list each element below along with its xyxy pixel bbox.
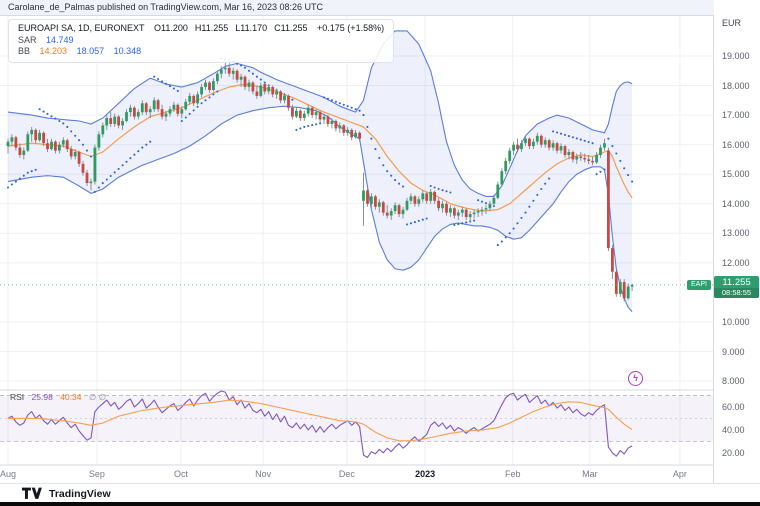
price-axis-tick: 13.000	[722, 228, 750, 239]
price-axis-tick: 17.000	[722, 110, 750, 121]
rsi-value: 25.98	[31, 392, 53, 402]
time-axis-tick: Mar	[582, 469, 598, 479]
sar-value: 14.749	[46, 34, 74, 45]
symbol-row: EUROAPI SA, 1D, EURONEXT O11.200 H11.255 L…	[18, 23, 384, 35]
sar-row: SAR 14.749	[18, 35, 384, 47]
currency-label: EUR	[722, 18, 742, 28]
price-axis-tick: 10.000	[722, 316, 750, 327]
rsi-legend: RSI 25.98 40.34 ∅ ∅	[10, 392, 106, 403]
tradingview-logo-icon	[22, 487, 42, 499]
time-axis-tick: Dec	[338, 469, 355, 479]
bb-label: BB	[18, 46, 31, 56]
rsi-ma-value: 40.34	[60, 392, 82, 402]
time-axis-tick: 2023	[415, 469, 436, 479]
price-axis-tick: 9.000	[722, 346, 745, 357]
rsi-label: RSI	[10, 392, 25, 402]
price-axis-tick: 18.000	[722, 80, 750, 91]
rsi-axis-tick: 40.00	[722, 424, 745, 435]
ohlc-values: O11.200 H11.255 L11.170 C11.255	[154, 23, 314, 33]
price-axis-tick: 12.000	[722, 257, 750, 268]
price-axis-tick: 16.000	[722, 139, 750, 150]
time-axis-tick: Sep	[88, 469, 105, 479]
sar-label: SAR	[18, 34, 37, 45]
ohlc-value: H11.255	[194, 23, 229, 33]
attribution-text: Carolane_de_Palmas published on TradingV…	[8, 2, 324, 12]
tradingview-logo[interactable]: TradingView	[22, 487, 111, 500]
ohlc-value: O11.200	[154, 23, 188, 33]
legend-card: EUROAPI SA, 1D, EURONEXT O11.200 H11.255 L…	[8, 19, 395, 63]
rsi-axis-tick: 60.00	[722, 402, 745, 412]
time-axis-tick: Nov	[255, 469, 272, 479]
last-price-label: 11.255 08:58:55	[714, 276, 759, 298]
bar-countdown: 08:58:55	[714, 288, 759, 298]
price-axis-tick: 8.000	[722, 376, 745, 387]
last-price-value: 11.255	[722, 277, 751, 288]
symbol-title: EUROAPI SA, 1D, EURONEXT	[18, 23, 145, 33]
footer-bar: TradingView	[0, 483, 760, 503]
bb-upper-value: 18.057	[76, 46, 105, 56]
idea-flash-icon[interactable]: ϟ	[628, 371, 643, 386]
bb-lower-value: 10.348	[113, 46, 142, 56]
bb-row: BB 14.203 18.057 10.348	[18, 46, 384, 58]
ohlc-value: C11.255	[274, 23, 308, 33]
time-axis-tick: Aug	[0, 469, 17, 479]
tradingview-logo-text: TradingView	[49, 487, 111, 500]
price-axis[interactable]: EUR 19.000 18.000 17.000 16.000 15.000 14.000…	[714, 0, 760, 483]
ohlc-value: L11.170	[235, 23, 268, 33]
bb-basis-value: 14.203	[39, 46, 68, 56]
time-axis-tick: Apr	[672, 469, 687, 479]
price-axis-tick: 15.000	[722, 169, 750, 180]
price-axis-tick: 14.000	[722, 198, 750, 209]
change-value: +0.175 (+1.58%)	[317, 23, 385, 33]
time-axis-tick: Feb	[505, 469, 521, 479]
lightning-glyph: ϟ	[633, 373, 638, 383]
rsi-axis-tick: 20.00	[722, 447, 745, 458]
bottom-frame-bar	[0, 502, 760, 506]
time-axis[interactable]: Aug Sep Oct Nov Dec 2023 Feb Mar Apr	[0, 465, 760, 483]
time-axis-tick: Oct	[173, 469, 189, 479]
symbol-price-tag: EAPI	[687, 280, 711, 290]
rsi-empty-inputs: ∅ ∅	[88, 392, 107, 402]
price-axis-tick: 19.000	[722, 51, 750, 61]
attribution-bar: Carolane_de_Palmas published on TradingV…	[0, 0, 714, 16]
